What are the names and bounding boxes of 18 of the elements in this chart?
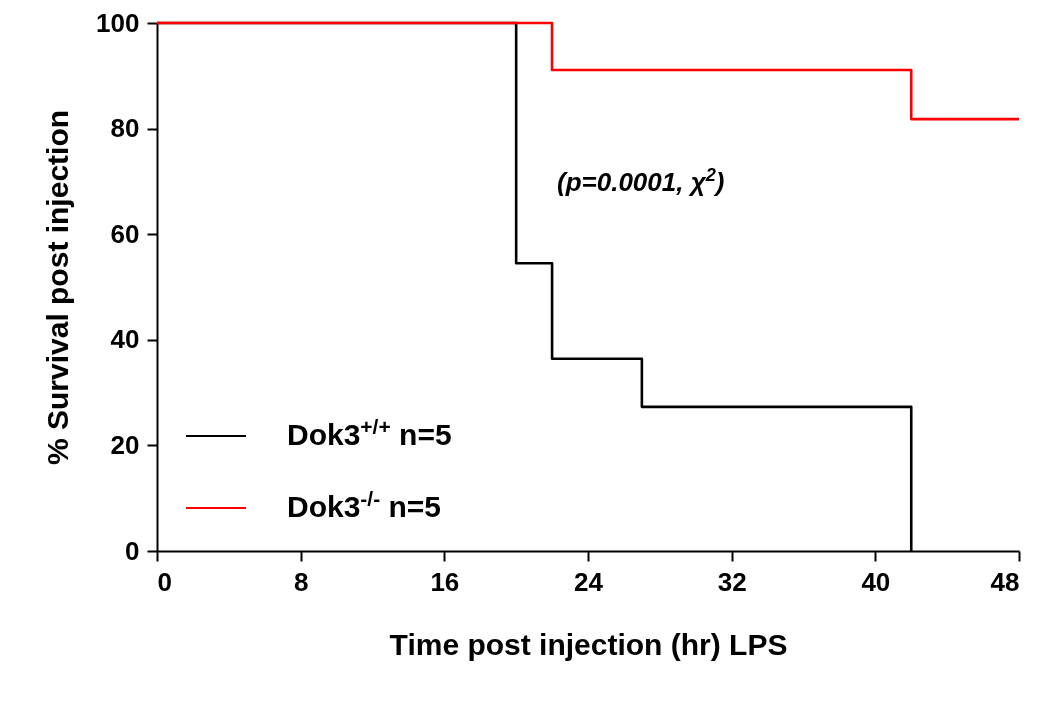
x-tick-label: 0 [157, 566, 172, 597]
x-axis-title: Time post injection (hr) LPS [389, 627, 788, 661]
y-tick-label: 40 [110, 324, 140, 355]
legend-label: Dok3$^{-/-}$ n=5 [287, 486, 442, 523]
legend-label: Dok3$^{+/+}$ n=5 [287, 414, 452, 451]
x-tick-label: 8 [293, 566, 309, 597]
x-tick-label: 40 [861, 566, 891, 597]
x-tick-label: 48 [990, 566, 1020, 597]
y-tick-label: 60 [110, 218, 140, 249]
y-tick-label: 80 [110, 113, 140, 144]
y-tick-label: 20 [110, 429, 140, 460]
annotation: (p=0.0001, χ$^{2}$) [557, 165, 725, 197]
x-tick-label: 24 [574, 566, 604, 597]
y-tick-label: 100 [96, 7, 140, 38]
y-axis-title: % Survival post injection [41, 109, 75, 466]
y-tick-label: 0 [125, 535, 140, 566]
x-tick-label: 16 [430, 566, 460, 597]
x-tick-label: 32 [717, 566, 747, 597]
